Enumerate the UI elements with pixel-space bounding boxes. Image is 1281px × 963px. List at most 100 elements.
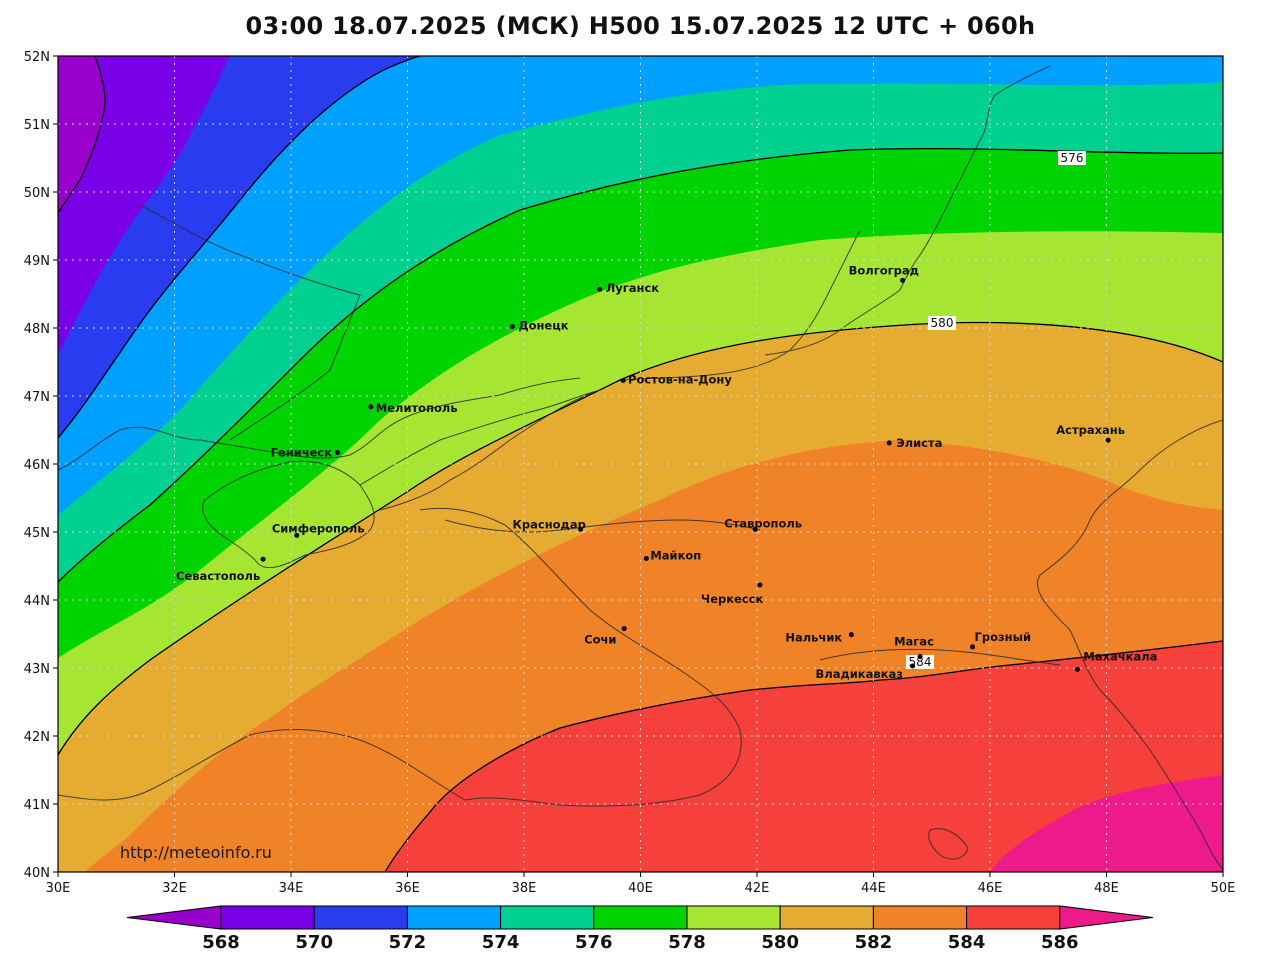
lon-tick-label: 40E xyxy=(628,881,653,896)
city-label: Махачкала xyxy=(1083,649,1157,663)
turkey-coast xyxy=(58,729,466,801)
band-566 xyxy=(58,56,106,213)
caspian-coast xyxy=(1036,419,1223,871)
city-dot xyxy=(368,404,374,410)
colorbar-segment xyxy=(686,905,781,930)
colorbar-label: 570 xyxy=(295,932,333,953)
city-marker: Грозный xyxy=(970,630,1031,650)
city-label: Астрахань xyxy=(1056,423,1125,437)
lat-tick-label: 40N xyxy=(24,866,50,881)
city-marker: Магас xyxy=(894,634,934,659)
city-dot xyxy=(886,440,892,446)
city-marker: Махачкала xyxy=(1074,649,1157,672)
colorbar-segment xyxy=(313,905,408,930)
city-label: Нальчик xyxy=(785,631,842,645)
colorbar: 568 570 572 574 576 578 580 582 584 586 xyxy=(126,905,1154,953)
colorbar-extend-low xyxy=(126,905,222,930)
graticule xyxy=(58,56,1223,872)
city-dot xyxy=(910,663,916,669)
lon-tick-label: 50E xyxy=(1211,881,1236,896)
colorbar-segment xyxy=(406,905,502,930)
city-label: Волгоград xyxy=(849,263,919,277)
colorbar-segment xyxy=(872,905,968,930)
contour-label-580: 580 xyxy=(928,316,956,330)
lat-tick-label: 47N xyxy=(24,390,50,405)
city-marker: Владикавказ xyxy=(816,663,916,681)
lon-tick-label: 44E xyxy=(861,881,886,896)
colorbar-label: 578 xyxy=(668,932,706,953)
longitude-ticks: 30E 32E 34E 36E 38E 40E 42E 44E 46E 48E 50E xyxy=(46,872,1236,896)
band-572 xyxy=(58,56,1223,515)
city-marker: Геническ xyxy=(271,445,341,459)
colorbar-segment xyxy=(779,905,874,930)
city-label: Севастополь xyxy=(176,569,260,583)
city-dot xyxy=(848,632,854,638)
lat-tick-label: 41N xyxy=(24,798,50,813)
city-dot xyxy=(335,449,341,455)
city-marker: Нальчик xyxy=(785,631,854,645)
colorbar-label: 576 xyxy=(575,932,613,953)
watermark: http://meteoinfo.ru xyxy=(120,843,272,862)
lon-tick-label: 32E xyxy=(162,881,187,896)
lat-tick-label: 45N xyxy=(24,526,50,541)
city-label: Грозный xyxy=(975,630,1032,644)
city-label: Магас xyxy=(894,634,934,648)
terek-river xyxy=(819,648,1061,666)
kuban-river xyxy=(444,519,761,533)
svg-text:576: 576 xyxy=(1061,151,1084,165)
contour-lines xyxy=(58,56,1223,872)
colorbar-label: 572 xyxy=(389,932,427,953)
lon-tick-label: 36E xyxy=(395,881,420,896)
city-dot xyxy=(757,582,763,588)
city-marker: Луганск xyxy=(597,281,659,295)
lon-tick-label: 30E xyxy=(46,881,71,896)
colorbar-segment xyxy=(593,905,688,930)
lon-tick-label: 42E xyxy=(745,881,770,896)
colorbar-label: 586 xyxy=(1041,932,1079,953)
black-sea-north-coast xyxy=(58,377,581,471)
colorbar-label: 582 xyxy=(855,932,893,953)
city-marker: Донецк xyxy=(509,319,569,333)
city-label: Симферополь xyxy=(272,521,365,535)
city-marker: Симферополь xyxy=(272,521,365,538)
map-title: 03:00 18.07.2025 (МСК) H500 15.07.2025 1… xyxy=(245,12,1036,40)
lat-tick-label: 42N xyxy=(24,730,50,745)
band-568 xyxy=(58,56,230,355)
city-label: Элиста xyxy=(896,436,942,450)
colorbar-extend-high xyxy=(1059,905,1154,930)
city-dot xyxy=(917,653,923,659)
city-marker: Ростов-на-Дону xyxy=(620,372,732,386)
contour-line-572 xyxy=(58,56,421,439)
city-dot xyxy=(643,556,649,562)
city-marker: Волгоград xyxy=(849,263,919,283)
city-label: Сочи xyxy=(584,633,616,647)
contour-line-576 xyxy=(58,147,1223,583)
lon-tick-label: 38E xyxy=(512,881,537,896)
city-label: Геническ xyxy=(271,445,333,459)
colorbar-segment xyxy=(220,905,315,930)
city-marker: Сочи xyxy=(584,626,627,647)
city-label: Черкесск xyxy=(701,592,764,606)
lat-tick-label: 50N xyxy=(24,186,50,201)
city-label: Донецк xyxy=(518,319,568,333)
contour-line-568 xyxy=(58,56,106,214)
city-dot xyxy=(509,324,515,330)
city-label: Краснодар xyxy=(513,517,586,531)
lat-tick-label: 52N xyxy=(24,50,50,65)
city-marker: Мелитополь xyxy=(368,401,458,415)
lat-tick-label: 51N xyxy=(24,118,50,133)
coastline-and-rivers xyxy=(58,65,1223,871)
city-marker: Черкесск xyxy=(701,582,764,606)
city-markers: Волгоград Луганск Донецк Ростов-на-Дону Мели… xyxy=(176,263,1157,681)
city-dot xyxy=(294,532,300,538)
lat-tick-label: 44N xyxy=(24,594,50,609)
city-marker: Севастополь xyxy=(176,556,266,583)
city-dot xyxy=(900,277,906,283)
lat-tick-label: 43N xyxy=(24,662,50,677)
volga-river xyxy=(764,65,1051,356)
contour-label-576: 576 xyxy=(1058,151,1086,165)
azov-coast xyxy=(359,389,601,511)
city-label: Ростов-на-Дону xyxy=(628,372,732,386)
city-label: Ставрополь xyxy=(724,516,802,530)
